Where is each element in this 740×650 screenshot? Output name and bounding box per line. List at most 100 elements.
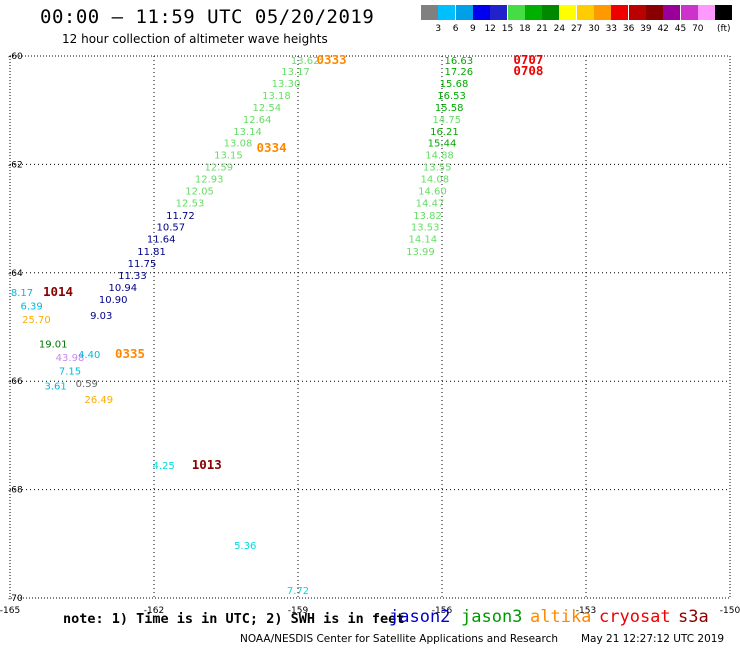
color-scale-swatch — [455, 5, 473, 20]
units-note: note: 1) Time is in UTC; 2) SWH is in fe… — [63, 611, 405, 627]
wave-height-label: 5.36 — [234, 541, 256, 552]
color-scale-label: 3 — [435, 24, 442, 34]
wave-height-label: 12.64 — [243, 115, 272, 126]
color-scale-label: 18 — [519, 24, 531, 34]
color-scale-swatch — [697, 5, 715, 20]
wave-height-label: 12.54 — [252, 103, 281, 114]
wave-height-label: 25.70 — [22, 315, 51, 326]
color-scale-swatch — [438, 5, 456, 20]
wave-height-label: 12.05 — [185, 186, 214, 197]
wave-height-label: 17.26 — [444, 67, 473, 78]
wave-height-label: 16.21 — [430, 127, 459, 138]
color-scale-label: 12 — [484, 24, 496, 34]
color-scale-label: 9 — [470, 24, 476, 34]
wave-height-label: 14.75 — [432, 115, 461, 126]
color-scale-swatch — [663, 5, 681, 20]
wave-height-label: 13.62 — [291, 56, 320, 67]
wave-height-label: 13.08 — [224, 139, 253, 150]
wave-height-label: 13.17 — [281, 67, 310, 78]
wave-height-label: 13.14 — [233, 127, 262, 138]
wave-height-label: 12.93 — [195, 174, 224, 185]
wave-height-label: 13.53 — [411, 223, 440, 234]
wave-height-label: 13.30 — [272, 79, 301, 90]
color-scale-swatch — [421, 5, 438, 20]
color-scale-label: 33 — [605, 24, 618, 34]
wave-height-label: 14.08 — [420, 174, 449, 185]
wave-height-label: 13.55 — [423, 163, 452, 174]
color-scale-label: 36 — [622, 24, 635, 34]
color-scale-label: 70 — [692, 24, 704, 34]
color-scale-label: 45 — [674, 24, 687, 34]
wave-height-label: 4.40 — [78, 350, 100, 361]
color-scale-label: 6 — [452, 24, 459, 34]
color-scale-swatch — [645, 5, 663, 20]
wave-height-label: 11.75 — [128, 259, 157, 270]
latitude-tick-label: -64 — [8, 269, 23, 279]
wave-height-label: 15.58 — [435, 103, 464, 114]
wave-height-label: 6.39 — [20, 301, 42, 312]
color-scale-label: 24 — [553, 24, 566, 34]
color-scale-swatch — [576, 5, 594, 20]
pass-time-label: 0334 — [257, 140, 287, 155]
color-scale-swatch — [542, 5, 560, 20]
pass-time-label: 0333 — [317, 52, 347, 67]
page-title: 00:00 – 11:59 UTC 05/20/2019 — [40, 6, 375, 28]
longitude-tick-label: -165 — [0, 606, 20, 616]
wave-height-label: 15.44 — [428, 139, 457, 150]
wave-height-label: 12.53 — [176, 198, 205, 209]
wave-height-label: 10.57 — [156, 223, 185, 234]
latitude-tick-label: -66 — [8, 377, 23, 387]
color-scale-label: 27 — [570, 24, 583, 34]
longitude-tick-label: -156 — [432, 606, 453, 616]
wave-height-label: 11.72 — [166, 211, 195, 222]
wave-height-label: 26.49 — [84, 395, 113, 406]
color-scale-label: 15 — [501, 24, 514, 34]
wave-height-label: 7.72 — [287, 586, 309, 597]
wave-height-label: 13.82 — [413, 211, 442, 222]
wave-height-label: 13.18 — [262, 91, 291, 102]
color-scale-label: 21 — [536, 24, 548, 34]
wave-height-label: 0.59 — [76, 379, 98, 390]
color-scale-swatch — [507, 5, 525, 20]
color-scale-swatch — [715, 5, 733, 20]
color-scale-unit: (ft) — [717, 24, 731, 34]
wave-height-label: 11.64 — [147, 235, 176, 246]
wave-height-label: 14.88 — [425, 151, 454, 162]
latitude-tick-label: -68 — [8, 486, 23, 496]
wave-height-label: 16.53 — [437, 91, 466, 102]
longitude-tick-label: -159 — [288, 606, 309, 616]
wave-height-label: 16.63 — [444, 56, 473, 67]
wave-height-label: 13.99 — [406, 247, 435, 258]
color-scale-swatch — [559, 5, 577, 20]
wave-height-label: 10.94 — [108, 283, 137, 294]
wave-height-label: 43.98 — [56, 353, 85, 364]
wave-height-label: 12.59 — [204, 163, 233, 174]
wave-height-label: 14.14 — [408, 235, 437, 246]
color-scale-swatch — [594, 5, 611, 20]
color-scale-label: 30 — [588, 24, 600, 34]
color-scale-label: 39 — [640, 24, 652, 34]
latitude-tick-label: -60 — [8, 52, 23, 62]
wave-height-label: 10.90 — [99, 295, 128, 306]
wave-height-label: 11.81 — [137, 247, 166, 258]
pass-time-label: 0335 — [115, 346, 145, 361]
wave-height-label: 8.17 — [11, 288, 33, 299]
color-scale-swatch — [490, 5, 508, 20]
map-frame — [9, 55, 731, 599]
generated-date: May 21 12:27:12 UTC 2019 — [581, 633, 725, 645]
color-scale-swatch — [680, 5, 698, 20]
latitude-tick-label: -62 — [8, 160, 23, 170]
longitude-tick-label: -150 — [720, 606, 740, 616]
color-scale-swatch — [472, 5, 490, 20]
wave-height-label: 19.01 — [39, 339, 68, 350]
legend-cryosat: cryosat — [599, 607, 671, 627]
legend-jason2: jason2 — [389, 607, 451, 627]
credit-text: NOAA/NESDIS Center for Satellite Applica… — [240, 633, 558, 645]
latitude-tick-label: -70 — [8, 594, 23, 604]
wave-height-label: 15.68 — [440, 79, 469, 90]
longitude-tick-label: -162 — [144, 606, 164, 616]
wave-height-label: 9.03 — [90, 311, 112, 322]
wave-height-label: 14.60 — [418, 186, 447, 197]
wave-height-label: 3.61 — [44, 382, 66, 393]
